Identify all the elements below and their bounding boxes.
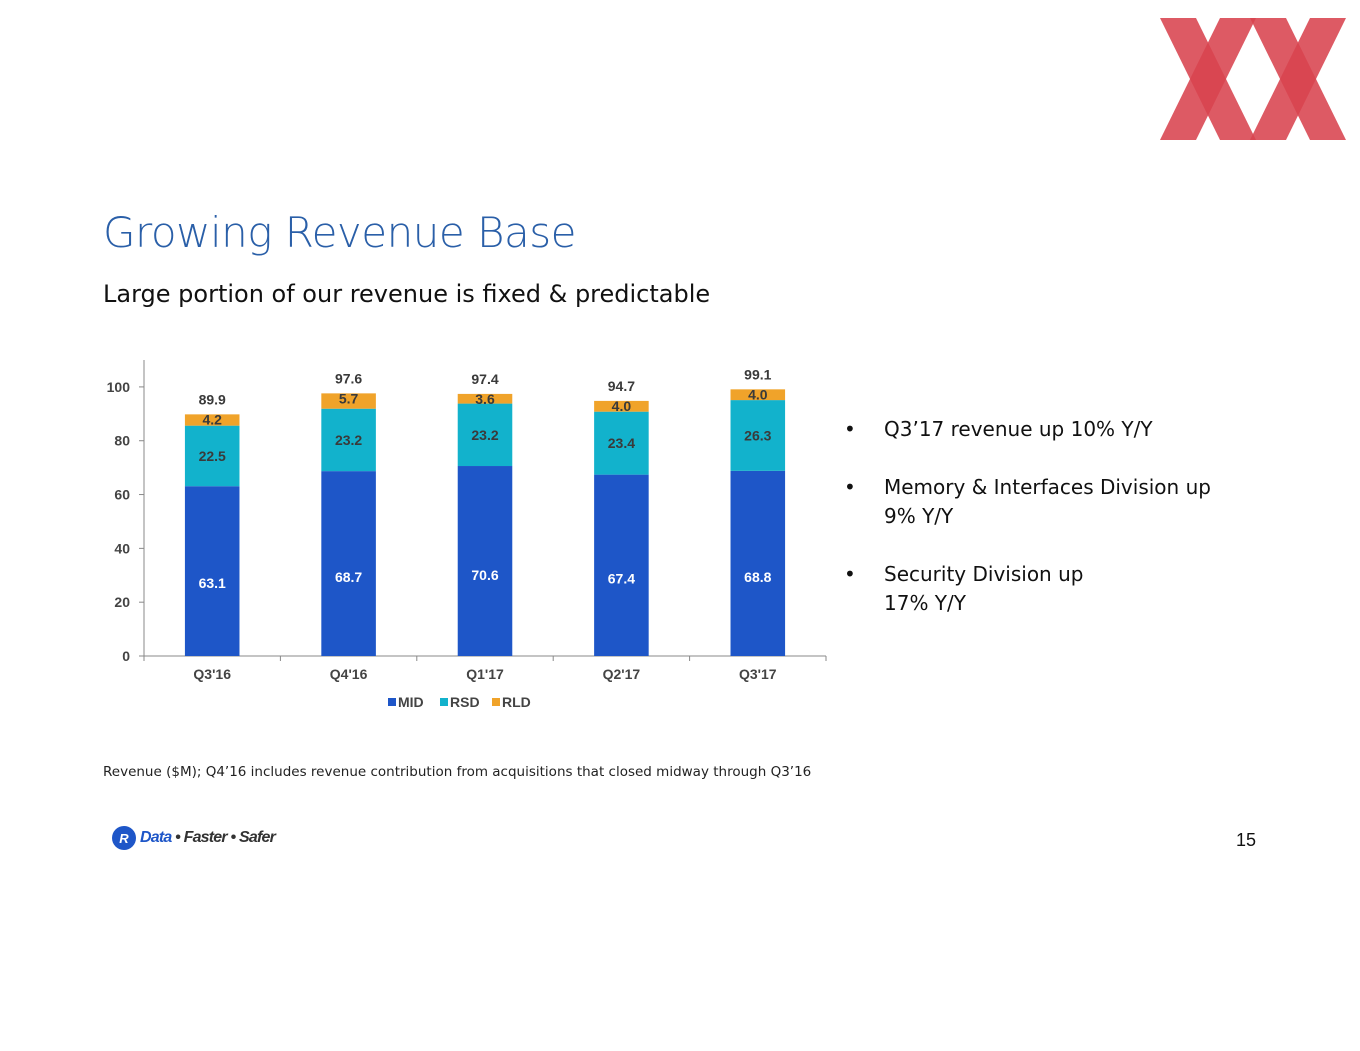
x-tick-label: Q3'16 (193, 666, 231, 682)
data-label-rsd: 22.5 (199, 448, 226, 464)
company-logo (1160, 18, 1346, 140)
data-label-rsd: 23.2 (471, 427, 498, 443)
x-tick-label: Q4'16 (330, 666, 368, 682)
total-label: 94.7 (608, 378, 635, 394)
footnote: Revenue ($M); Q4’16 includes revenue con… (103, 764, 812, 780)
bar-rsd (457, 403, 513, 467)
bar-mid (321, 471, 376, 656)
legend-swatch-mid (388, 698, 396, 706)
data-label-mid: 68.7 (335, 569, 362, 585)
page-number: 15 (1236, 830, 1257, 850)
bullet-item: • Security Division up 17% Y/Y (840, 560, 1114, 618)
data-label-rld: 4.0 (748, 386, 768, 402)
y-tick-label: 100 (107, 379, 131, 395)
bullet-dot: • (844, 417, 856, 441)
legend-label-rld: RLD (502, 694, 531, 710)
y-tick-label: 20 (114, 594, 130, 610)
data-label-mid: 70.6 (471, 567, 498, 583)
x-tick-label: Q1'17 (466, 666, 504, 682)
bullet-text: Memory & Interfaces Division up 9% Y/Y (884, 475, 1211, 528)
legend-label-rsd: RSD (450, 694, 480, 710)
highlights-list: • Q3’17 revenue up 10% Y/Y • Memory & Inte… (840, 415, 1270, 647)
total-label: 97.4 (471, 371, 498, 387)
data-label-mid: 63.1 (199, 575, 226, 591)
data-label-rld: 5.7 (339, 390, 359, 406)
bar-rsd (730, 400, 786, 471)
data-label-rsd: 26.3 (744, 427, 771, 443)
page-subtitle: Large portion of our revenue is fixed & … (103, 280, 711, 308)
y-tick-label: 40 (114, 540, 130, 556)
bar-rld (457, 393, 513, 404)
y-tick-label: 80 (114, 433, 130, 449)
data-label-rld: 3.6 (475, 391, 495, 407)
data-label-mid: 68.8 (744, 569, 771, 585)
brand-badge-icon: R (112, 826, 136, 850)
page-title: Growing Revenue Base (103, 208, 577, 257)
tagline: R Data • Faster • Safer (112, 826, 276, 850)
bar-rld (730, 389, 786, 401)
bullet-item: • Memory & Interfaces Division up 9% Y/Y (840, 473, 1234, 531)
tagline-separator: • (230, 829, 237, 846)
total-label: 97.6 (335, 370, 362, 386)
bar-rld (594, 400, 649, 412)
y-tick-label: 0 (122, 648, 130, 664)
total-label: 99.1 (744, 366, 771, 382)
bullet-text: Q3’17 revenue up 10% Y/Y (884, 417, 1153, 441)
bar-rsd (184, 425, 240, 487)
total-label: 89.9 (199, 391, 226, 407)
bar-mid (594, 474, 649, 656)
bar-mid (730, 470, 786, 656)
tagline-text: Data • Faster • Safer (140, 829, 276, 847)
revenue-stacked-bar-chart: 0 20 40 60 80 100 63.1 22.5 4.2 89.9 Q3'16 68.7 23.2… (107, 360, 827, 710)
bar-rsd (594, 411, 649, 475)
data-label-mid: 67.4 (608, 570, 635, 586)
bar-mid (457, 466, 513, 656)
bullet-dot: • (844, 562, 856, 586)
x-tick-label: Q2'17 (603, 666, 641, 682)
bullet-item: • Q3’17 revenue up 10% Y/Y (840, 415, 1270, 444)
tagline-word: Data (140, 829, 172, 846)
legend-swatch-rsd (440, 698, 448, 706)
bar-mid (184, 486, 240, 656)
y-tick-label: 60 (114, 487, 130, 503)
legend-label-mid: MID (398, 694, 424, 710)
bar-rsd (321, 408, 376, 472)
x-tick-label: Q3'17 (739, 666, 777, 682)
bullet-dot: • (844, 475, 856, 499)
bullet-text: Security Division up 17% Y/Y (884, 562, 1084, 615)
bar-rld (184, 414, 240, 426)
data-label-rld: 4.2 (202, 411, 222, 427)
tagline-separator: • (175, 829, 181, 846)
data-label-rld: 4.0 (612, 398, 632, 414)
tagline-word: Faster (183, 829, 228, 846)
legend-swatch-rld (492, 698, 500, 706)
data-label-rsd: 23.2 (335, 432, 362, 448)
tagline-word: Safer (238, 829, 276, 846)
bar-rld (321, 393, 376, 409)
data-label-rsd: 23.4 (608, 435, 635, 451)
